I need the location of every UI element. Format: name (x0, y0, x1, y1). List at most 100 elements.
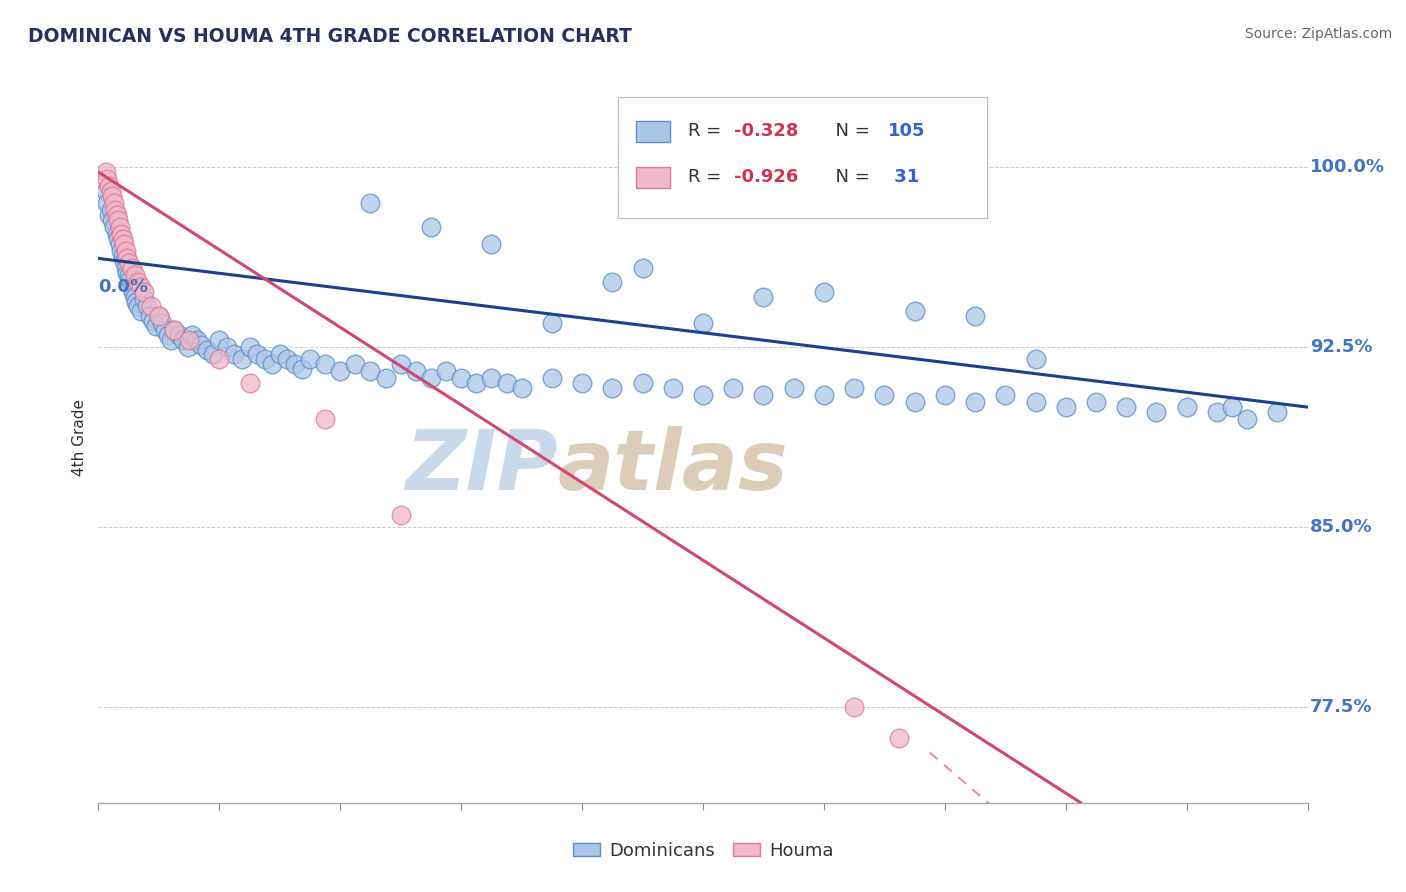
Point (374, 371, 396, 385)
Point (1115, 400, 1137, 414)
Point (239, 376, 262, 391)
Point (167, 328, 190, 343)
Point (465, 376, 488, 391)
Point (782, 381, 804, 395)
Point (139, 309, 162, 323)
Point (127, 276, 149, 290)
Point (129, 304, 152, 318)
Point (1265, 405, 1288, 419)
FancyBboxPatch shape (637, 167, 671, 187)
Point (132, 292, 155, 306)
Point (190, 337, 212, 351)
Point (181, 328, 204, 343)
Point (96, 196, 118, 211)
Point (172, 333, 194, 347)
Point (692, 388, 714, 402)
Point (101, 213, 124, 227)
Point (844, 381, 866, 395)
Point (495, 376, 517, 391)
Point (104, 203, 127, 218)
Point (661, 381, 683, 395)
Point (135, 299, 157, 313)
Point (419, 371, 441, 385)
Point (434, 364, 457, 378)
Point (481, 237, 503, 252)
Point (844, 699, 866, 714)
Point (148, 309, 170, 323)
Point (314, 357, 336, 371)
Text: 100.0%: 100.0% (1310, 158, 1385, 177)
Point (299, 352, 322, 367)
Text: 92.5%: 92.5% (1310, 338, 1372, 356)
Point (103, 196, 125, 211)
Point (105, 208, 128, 222)
Point (112, 253, 135, 268)
Point (602, 381, 624, 395)
Y-axis label: 4th Grade: 4th Grade (72, 399, 87, 475)
Text: N =: N = (824, 122, 876, 140)
Point (118, 268, 141, 283)
Point (360, 196, 382, 211)
Point (360, 364, 382, 378)
Point (186, 333, 208, 347)
Point (262, 357, 284, 371)
Point (1054, 400, 1077, 414)
Point (224, 347, 246, 361)
Point (208, 352, 231, 367)
Point (111, 232, 134, 246)
Point (540, 316, 562, 330)
Point (873, 388, 896, 402)
Point (107, 213, 129, 227)
Point (103, 220, 125, 235)
Point (105, 227, 128, 242)
Point (148, 309, 170, 323)
Point (994, 388, 1017, 402)
Point (602, 276, 624, 290)
Point (98, 179, 121, 194)
Point (195, 343, 218, 357)
Point (231, 352, 253, 367)
Point (124, 290, 146, 304)
Point (156, 328, 179, 343)
Text: N =: N = (824, 169, 876, 186)
Point (965, 309, 987, 323)
Point (132, 285, 155, 299)
Point (108, 237, 131, 252)
Text: 31: 31 (889, 169, 920, 186)
Text: atlas: atlas (558, 425, 789, 507)
Point (481, 371, 503, 385)
Point (112, 237, 135, 252)
Point (631, 260, 654, 275)
Point (96, 172, 118, 186)
Point (1236, 412, 1258, 426)
Point (176, 340, 198, 354)
Point (110, 227, 132, 242)
Point (269, 347, 291, 361)
Point (276, 352, 298, 367)
Point (965, 395, 987, 409)
Point (98, 208, 121, 222)
Text: 0.0%: 0.0% (98, 278, 149, 296)
Point (125, 294, 148, 309)
Point (253, 352, 276, 367)
Text: 77.5%: 77.5% (1310, 698, 1372, 716)
Text: R =: R = (689, 122, 727, 140)
Point (100, 184, 122, 198)
Point (177, 333, 201, 347)
Point (752, 388, 775, 402)
Point (329, 364, 352, 378)
Text: -0.926: -0.926 (734, 169, 799, 186)
Point (129, 280, 152, 294)
Point (114, 260, 136, 275)
Point (94, 165, 117, 179)
Point (314, 412, 336, 426)
Point (405, 364, 427, 378)
Text: DOMINICAN VS HOUMA 4TH GRADE CORRELATION CHART: DOMINICAN VS HOUMA 4TH GRADE CORRELATION… (28, 27, 631, 45)
Point (160, 333, 183, 347)
Point (889, 731, 911, 745)
Point (202, 347, 225, 361)
Point (141, 299, 163, 313)
Point (904, 304, 927, 318)
Point (127, 299, 149, 313)
Point (389, 508, 412, 522)
